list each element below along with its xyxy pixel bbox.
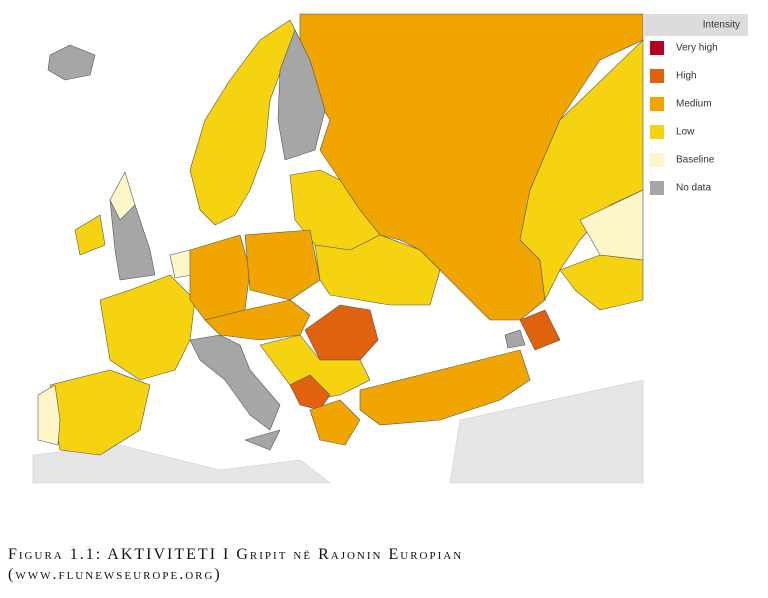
legend-title: Intensity	[703, 20, 740, 31]
russia	[299, 13, 644, 321]
legend-swatch	[650, 153, 664, 167]
map	[32, 13, 644, 484]
legend-swatch	[650, 69, 664, 83]
legend-swatch	[650, 181, 664, 195]
italy	[189, 334, 281, 431]
iceland	[47, 44, 96, 81]
legend-label: High	[676, 71, 697, 82]
greece	[309, 399, 361, 446]
central-europe	[204, 299, 311, 341]
caption-line: Figura 1.1: AKTIVITETI I Gripit në Rajon…	[8, 546, 464, 563]
caption: Figura 1.1: AKTIVITETI I Gripit në Rajon…	[8, 545, 463, 585]
legend-label: No data	[676, 183, 711, 194]
finland	[277, 29, 326, 161]
portugal	[37, 384, 61, 446]
legend-label: Medium	[676, 99, 712, 110]
ukraine	[314, 234, 441, 306]
legend: Intensity Very high High Medium Low Baseline…	[643, 14, 748, 195]
turkey	[359, 349, 531, 426]
legend-swatch	[650, 125, 664, 139]
sicily	[244, 429, 281, 451]
legend-label: Low	[676, 127, 695, 138]
legend-swatch	[650, 41, 664, 55]
montenegro-albania	[289, 374, 331, 411]
legend-label: Very high	[676, 43, 718, 54]
scotland	[109, 171, 136, 221]
ireland	[74, 214, 106, 256]
land	[32, 379, 644, 484]
legend-swatch	[650, 97, 664, 111]
caption-line: (www.flunewseurope.org)	[8, 566, 222, 583]
poland	[244, 229, 321, 301]
georgia	[504, 329, 526, 349]
legend-label: Baseline	[676, 155, 715, 166]
caucasus	[519, 309, 561, 351]
central-asia	[559, 254, 644, 311]
legend-header	[643, 14, 748, 36]
